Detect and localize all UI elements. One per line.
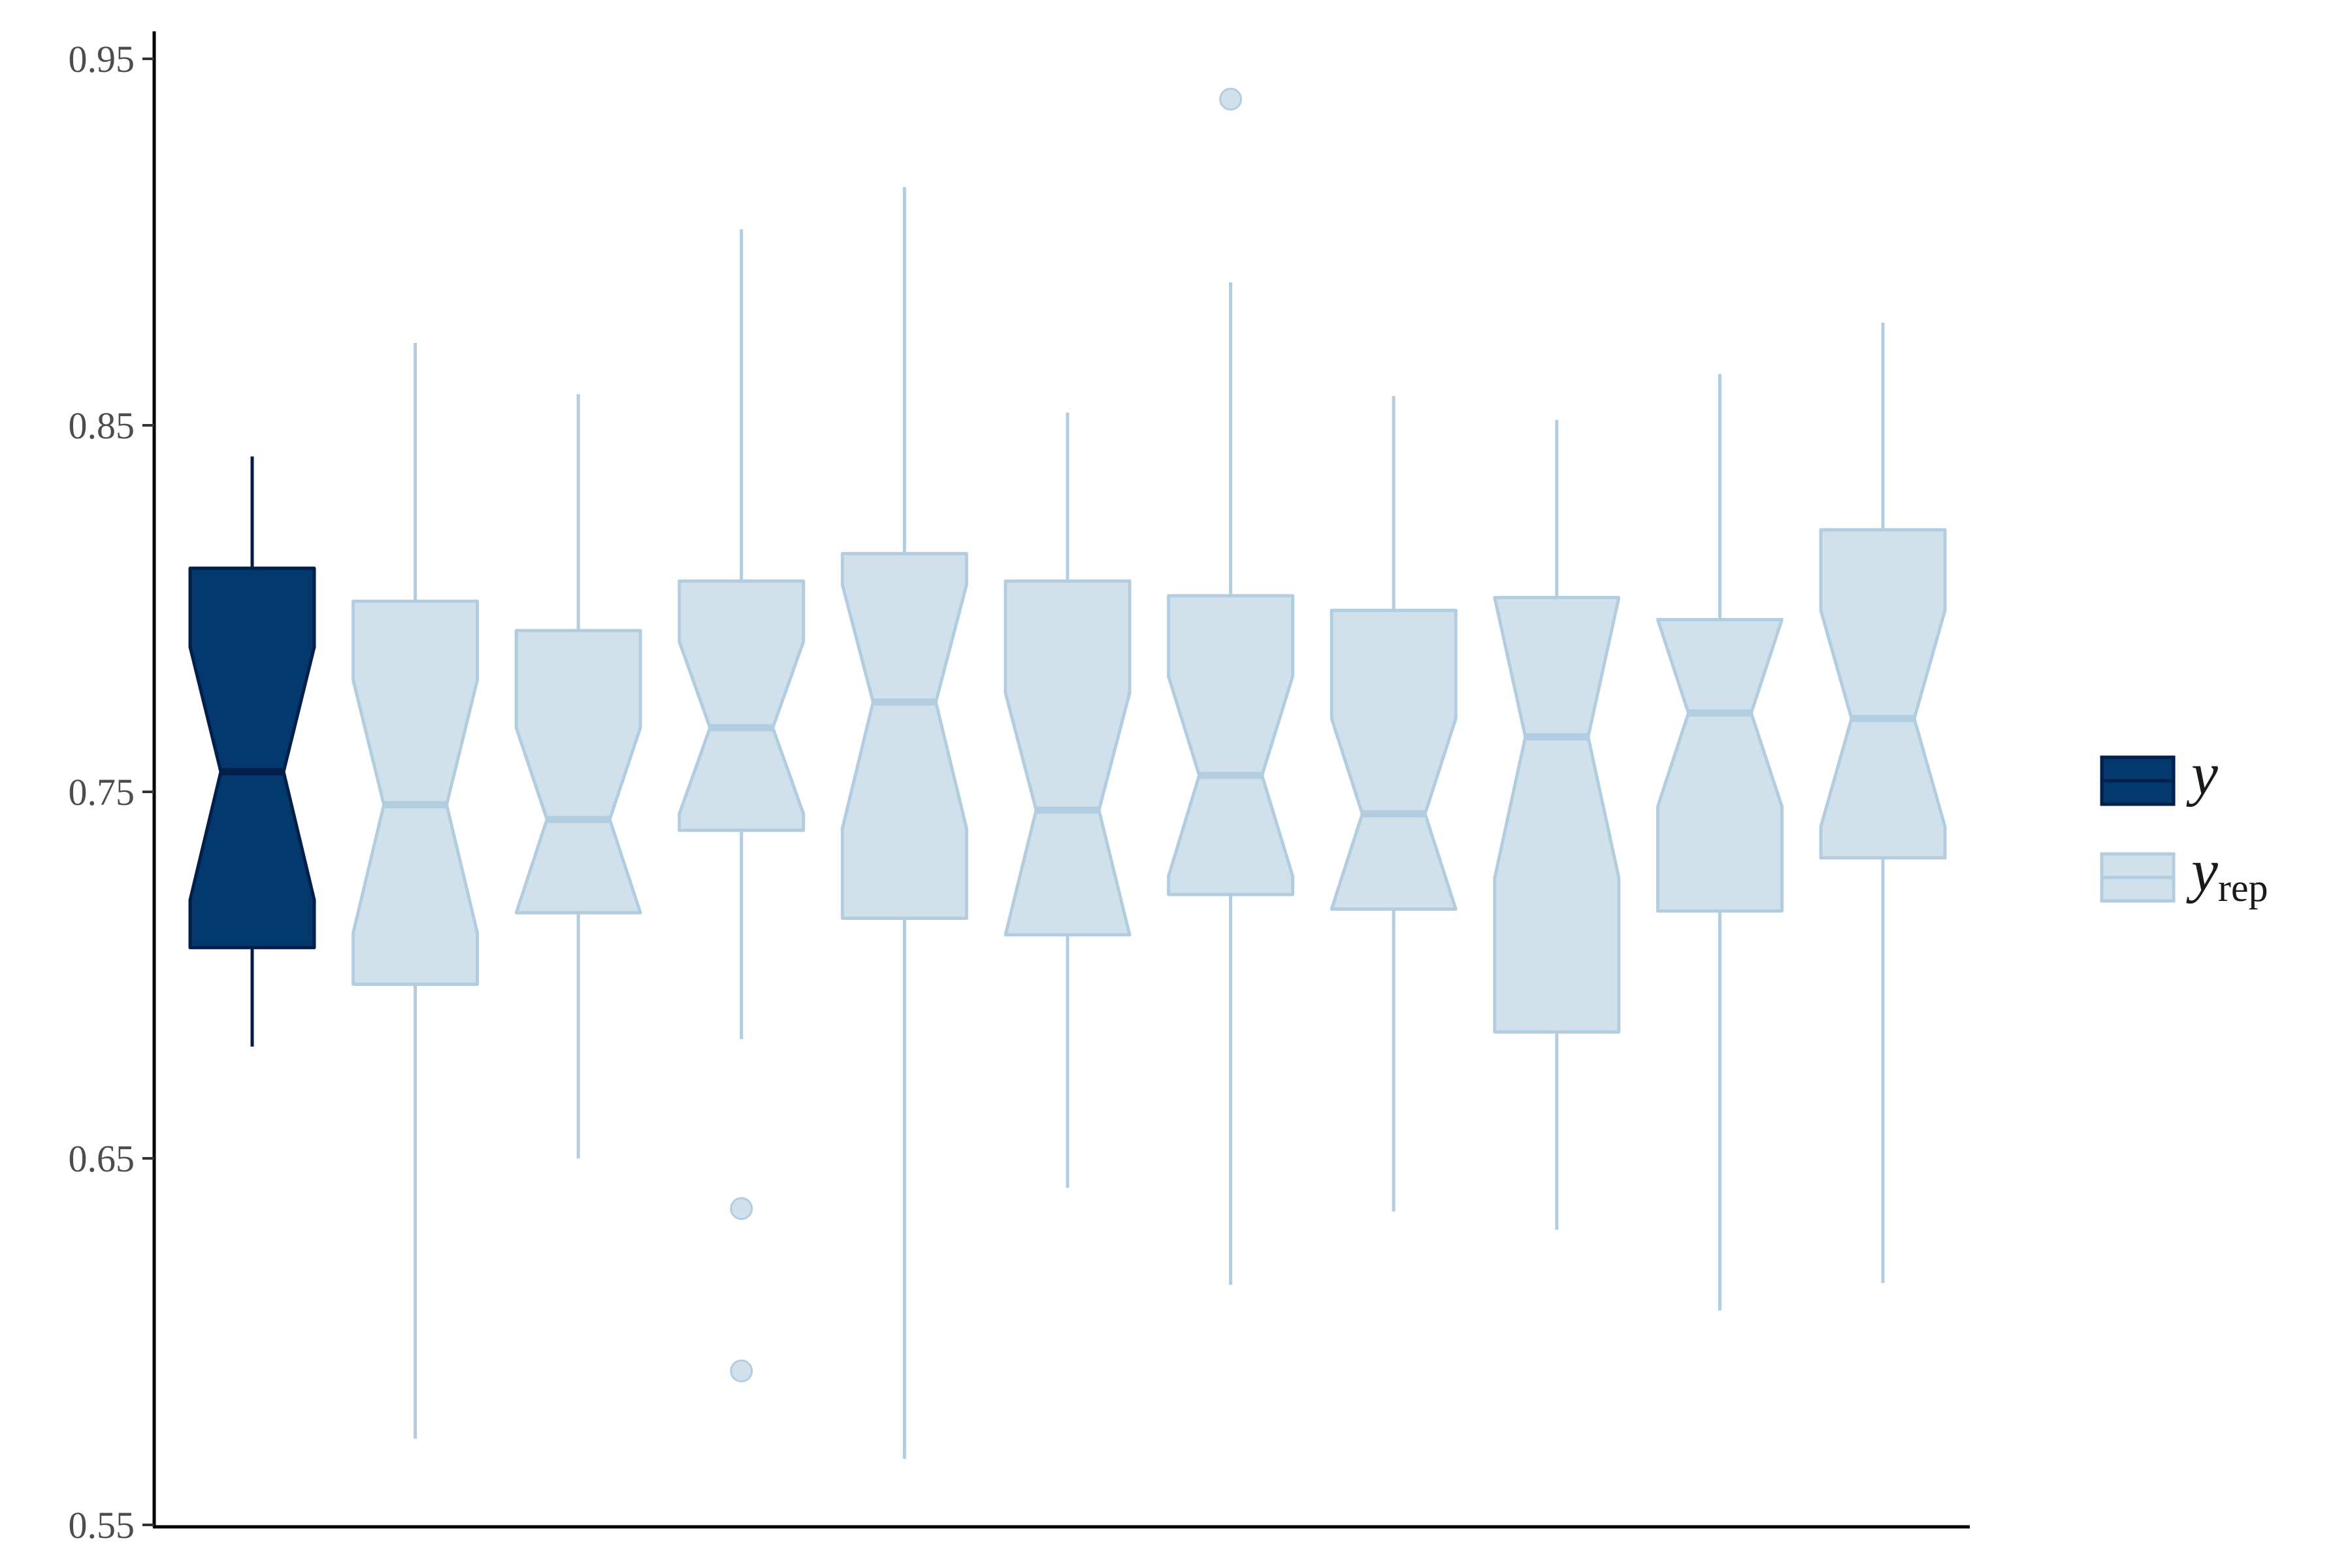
box-yrep	[1493, 419, 1621, 1230]
box-yrep	[840, 187, 968, 1460]
outlier-point	[1219, 88, 1243, 111]
box-yrep	[514, 394, 642, 1158]
box-body	[1656, 617, 1784, 913]
boxes	[188, 88, 1947, 1460]
y-tick-label: 0.75	[69, 771, 135, 813]
outlier-point	[730, 1359, 753, 1382]
box-yrep	[1004, 412, 1132, 1188]
box-body	[1819, 528, 1947, 860]
y-ticks: 0.55 0.65 0.75 0.85 0.95	[69, 38, 154, 1546]
box-body	[840, 551, 968, 921]
legend-item-y: y	[2100, 740, 2218, 807]
box-body	[514, 629, 642, 915]
box-yrep	[1167, 88, 1295, 1285]
box-yrep	[351, 342, 480, 1439]
box-yrep	[678, 229, 806, 1382]
box-body	[1167, 594, 1295, 896]
outlier-point	[730, 1197, 753, 1220]
legend: y yrep	[2100, 740, 2268, 909]
box-yrep	[1330, 396, 1458, 1212]
box-yrep	[1656, 374, 1784, 1311]
y-tick-label: 0.95	[69, 38, 135, 80]
box-body	[1004, 579, 1132, 937]
box-body	[1493, 596, 1621, 1034]
y-tick-label: 0.65	[69, 1137, 135, 1180]
box-yrep	[1819, 322, 1947, 1283]
legend-item-yrep: yrep	[2100, 837, 2268, 909]
box-body	[678, 579, 806, 832]
box-body	[1330, 608, 1458, 911]
legend-label: y	[2186, 740, 2218, 807]
legend-label: yrep	[2186, 837, 2268, 909]
y-tick-label: 0.85	[69, 404, 135, 447]
box-y	[188, 456, 316, 1047]
axes: 0.55 0.65 0.75 0.85 0.95	[69, 31, 1970, 1546]
box-body	[351, 599, 480, 987]
box-body	[188, 566, 316, 949]
y-tick-label: 0.55	[69, 1504, 135, 1546]
